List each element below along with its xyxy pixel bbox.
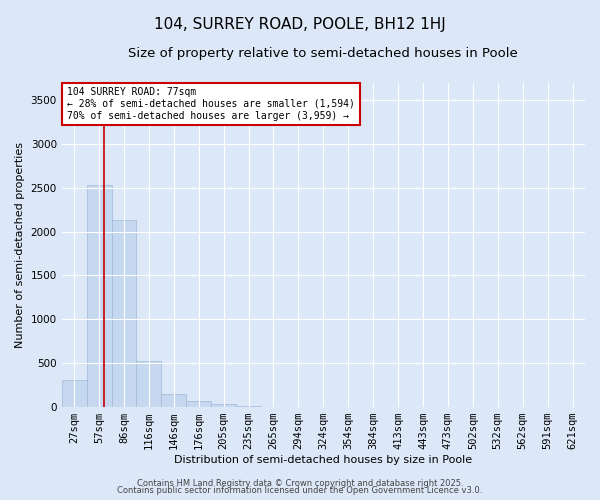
Bar [161,394,186,407]
Bar [136,362,161,407]
Bar [62,380,86,407]
Text: 104, SURREY ROAD, POOLE, BH12 1HJ: 104, SURREY ROAD, POOLE, BH12 1HJ [154,18,446,32]
Text: 104 SURREY ROAD: 77sqm
← 28% of semi-detached houses are smaller (1,594)
70% of : 104 SURREY ROAD: 77sqm ← 28% of semi-det… [67,88,355,120]
X-axis label: Distribution of semi-detached houses by size in Poole: Distribution of semi-detached houses by … [174,455,472,465]
Title: Size of property relative to semi-detached houses in Poole: Size of property relative to semi-detach… [128,48,518,60]
Bar [86,185,112,407]
Y-axis label: Number of semi-detached properties: Number of semi-detached properties [15,142,25,348]
Bar [236,406,261,407]
Text: Contains public sector information licensed under the Open Government Licence v3: Contains public sector information licen… [118,486,482,495]
Bar [112,220,136,407]
Text: Contains HM Land Registry data © Crown copyright and database right 2025.: Contains HM Land Registry data © Crown c… [137,478,463,488]
Bar [211,404,236,407]
Bar [186,400,211,407]
